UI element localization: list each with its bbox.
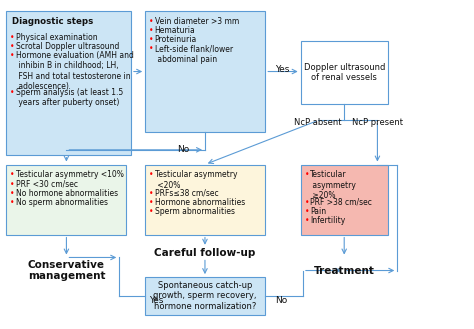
Text: •: •: [149, 207, 154, 216]
Text: Spontaneous catch-up
growth, sperm recovery,
hormone normalization?: Spontaneous catch-up growth, sperm recov…: [154, 281, 257, 311]
Text: No hormone abnormalities: No hormone abnormalities: [16, 189, 118, 198]
Text: Physical examination: Physical examination: [16, 33, 97, 42]
FancyBboxPatch shape: [145, 277, 265, 315]
Text: Yes: Yes: [274, 65, 289, 74]
FancyBboxPatch shape: [6, 11, 131, 155]
Text: Doppler ultrasound
of renal vessels: Doppler ultrasound of renal vessels: [303, 63, 385, 82]
Text: PRF <30 cm/sec: PRF <30 cm/sec: [16, 180, 78, 189]
Text: Left-side flank/lower
 abdominal pain: Left-side flank/lower abdominal pain: [155, 44, 233, 64]
Text: Diagnostic steps: Diagnostic steps: [12, 17, 93, 26]
Text: •: •: [149, 44, 154, 53]
FancyBboxPatch shape: [301, 40, 388, 104]
Text: •: •: [10, 180, 14, 189]
FancyBboxPatch shape: [6, 164, 126, 235]
Text: •: •: [10, 42, 14, 51]
Text: •: •: [149, 198, 154, 207]
Text: •: •: [149, 17, 154, 26]
Text: •: •: [304, 207, 309, 216]
Text: Yes: Yes: [149, 296, 163, 305]
Text: Sperm analysis (at least 1.5
 years after puberty onset): Sperm analysis (at least 1.5 years after…: [16, 88, 123, 107]
Text: •: •: [10, 88, 14, 96]
Text: No: No: [275, 296, 287, 305]
Text: •: •: [149, 26, 154, 35]
Text: •: •: [149, 170, 154, 179]
Text: •: •: [304, 170, 309, 179]
Text: •: •: [304, 216, 309, 225]
Text: •: •: [304, 198, 309, 207]
Text: PRFs≤38 cm/sec: PRFs≤38 cm/sec: [155, 189, 218, 198]
Text: Treatment: Treatment: [313, 266, 374, 275]
Text: Proteinuria: Proteinuria: [155, 35, 197, 44]
Text: Careful follow-up: Careful follow-up: [154, 248, 255, 258]
Text: Sperm abnormalities: Sperm abnormalities: [155, 207, 235, 216]
Text: Testicular
 asymmetry
 ≥20%: Testicular asymmetry ≥20%: [310, 170, 356, 200]
Text: Hormone evaluation (AMH and
 inhibin B in childhood; LH,
 FSH and total testoste: Hormone evaluation (AMH and inhibin B in…: [16, 51, 133, 91]
Text: Conservative
management: Conservative management: [27, 260, 105, 281]
Text: Scrotal Doppler ultrasound: Scrotal Doppler ultrasound: [16, 42, 119, 51]
Text: Hematuria: Hematuria: [155, 26, 195, 35]
FancyBboxPatch shape: [145, 164, 265, 235]
Text: Testicular asymmetry <10%: Testicular asymmetry <10%: [16, 170, 123, 179]
Text: •: •: [10, 170, 14, 179]
Text: Vein diameter >3 mm: Vein diameter >3 mm: [155, 17, 239, 26]
FancyBboxPatch shape: [145, 11, 265, 132]
Text: No: No: [177, 145, 189, 154]
Text: •: •: [10, 51, 14, 60]
Text: •: •: [10, 189, 14, 198]
Text: Testicular asymmetry
 <20%: Testicular asymmetry <20%: [155, 170, 237, 190]
Text: Pain: Pain: [310, 207, 326, 216]
Text: Hormone abnormalities: Hormone abnormalities: [155, 198, 245, 207]
Text: •: •: [149, 189, 154, 198]
Text: NcP present: NcP present: [352, 117, 403, 127]
FancyBboxPatch shape: [301, 164, 388, 235]
Text: •: •: [149, 35, 154, 44]
Text: Infertility: Infertility: [310, 216, 345, 225]
Text: NcP absent: NcP absent: [294, 117, 342, 127]
Text: PRF >38 cm/sec: PRF >38 cm/sec: [310, 198, 372, 207]
Text: No sperm abnormalities: No sperm abnormalities: [16, 198, 108, 207]
Text: •: •: [10, 198, 14, 207]
Text: •: •: [10, 33, 14, 42]
